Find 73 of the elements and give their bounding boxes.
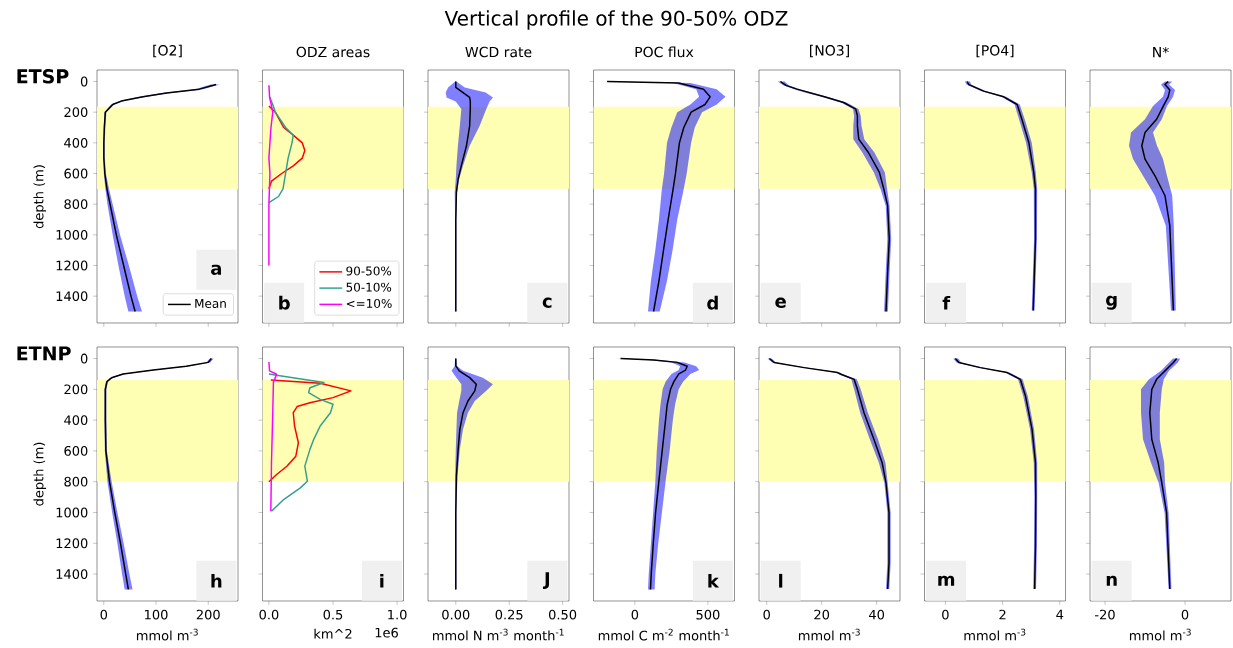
chart-title: WCD rate (465, 46, 532, 58)
annotation: h (211, 573, 222, 588)
text: 1e6 (375, 627, 398, 638)
y-tick-label: 800 (64, 476, 88, 487)
chart-title: POC flux (635, 46, 694, 58)
y-tick-label: 1400 (56, 291, 88, 302)
y-tick-label: 400 (64, 137, 88, 148)
x-tick-label: 0.50 (548, 609, 577, 620)
annotation: J (542, 572, 550, 590)
chart-title: [NO3] (810, 44, 849, 58)
x-tick-label: 0.5 (323, 609, 343, 620)
x-tick-label: 500 (696, 609, 720, 620)
x-axis-title: mmol m$^{-3}$ (136, 628, 198, 641)
annotation: i (380, 573, 384, 588)
y-tick-label: 600 (64, 168, 88, 179)
x-tick-label: 20 (814, 609, 830, 620)
x-tick-label: 0 (1181, 609, 1189, 620)
annotation: n (1106, 575, 1117, 586)
y-tick-label: 1200 (56, 260, 88, 271)
x-tick-label: 0.0 (259, 609, 279, 620)
x-tick-label: 0.00 (442, 609, 470, 620)
x-axis-title: mmol N m$^{-3}$ month$^{-1}$ (433, 628, 564, 641)
annotation: e (775, 297, 786, 308)
y-tick-label: 200 (64, 384, 88, 395)
y-tick-label: 1000 (56, 229, 88, 240)
y-axis-title: depth (m) (33, 165, 47, 229)
legend-label: 50-10% (346, 282, 392, 292)
x-tick-label: 2 (999, 609, 1006, 620)
x-tick-label: 0 (763, 609, 770, 620)
annotation: g (1106, 295, 1117, 310)
y-tick-label: 200 (64, 107, 88, 118)
x-tick-label: 40 (869, 609, 885, 620)
chart-title: [O2] (153, 44, 182, 58)
x-tick-label: 0.25 (495, 609, 523, 620)
text: Vertical profile of the 90-50% ODZ (444, 10, 788, 30)
x-axis-title: mmol m$^{-3}$ (1129, 628, 1191, 641)
x-tick-label: 0 (631, 609, 639, 620)
x-tick-label: 0 (942, 609, 949, 620)
y-tick-label: 400 (64, 415, 88, 426)
annotation: f (942, 295, 951, 310)
x-axis-title: mmol C m$^{-2}$ month$^{-1}$ (598, 628, 729, 641)
y-tick-label: 1000 (56, 507, 88, 518)
annotation: d (707, 295, 718, 310)
x-tick-label: 4 (1056, 609, 1064, 620)
y-tick-label: 600 (64, 445, 88, 456)
text: ETSP (17, 69, 69, 84)
annotation: m (938, 575, 955, 586)
text: ETNP (17, 346, 71, 361)
annotation: c (542, 297, 552, 308)
y-tick-label: 0 (80, 76, 88, 87)
chart-title: [PO4] (976, 44, 1014, 58)
legend-label: <=10% (346, 298, 392, 308)
x-axis-title: mmol m$^{-3}$ (798, 628, 860, 641)
x-tick-label: 0 (100, 609, 108, 620)
x-tick-label: 200 (196, 609, 220, 620)
annotation: k (708, 573, 720, 588)
annotation: l (779, 573, 783, 588)
x-axis-title: km^2 (314, 628, 352, 639)
y-axis-title: depth (m) (33, 442, 47, 506)
chart-title: N* (1153, 46, 1169, 58)
annotation: a (211, 264, 221, 275)
y-tick-label: 800 (64, 199, 88, 210)
x-tick-label: -20 (1095, 609, 1115, 620)
x-tick-label: 1.0 (388, 609, 407, 620)
y-tick-label: 0 (80, 353, 88, 364)
legend-label: 90-50% (346, 266, 392, 276)
y-tick-label: 1200 (56, 538, 88, 549)
legend-label: Mean (195, 299, 226, 308)
x-tick-label: 100 (145, 609, 168, 620)
chart-title: ODZ areas (296, 46, 370, 58)
y-tick-label: 1400 (56, 569, 88, 579)
annotation: b (279, 295, 290, 310)
x-axis-title: mmol m$^{-3}$ (964, 628, 1026, 641)
